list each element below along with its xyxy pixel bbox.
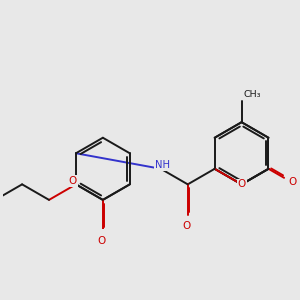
Text: CH₃: CH₃ bbox=[243, 90, 261, 99]
Text: O: O bbox=[182, 221, 190, 231]
Text: O: O bbox=[97, 236, 105, 246]
Text: O: O bbox=[238, 179, 246, 189]
Text: O: O bbox=[238, 179, 246, 189]
Text: O: O bbox=[68, 176, 77, 186]
Text: NH: NH bbox=[155, 160, 170, 170]
Text: O: O bbox=[288, 177, 296, 188]
